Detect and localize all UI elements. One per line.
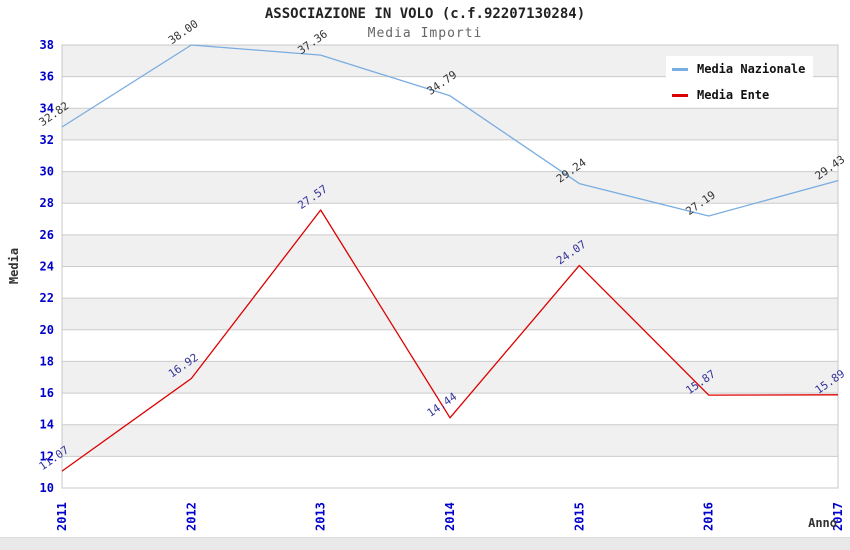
legend-item-media-nazionale: Media Nazionale <box>666 56 814 82</box>
x-tick-label: 2013 <box>314 502 328 531</box>
x-tick-label: 2015 <box>572 502 586 531</box>
y-tick-label: 10 <box>40 481 54 495</box>
plot-band <box>62 108 838 140</box>
plot-band <box>62 298 838 330</box>
y-tick-label: 14 <box>40 418 54 432</box>
x-tick-label: 2017 <box>831 502 845 531</box>
x-tick-label: 2012 <box>184 502 198 531</box>
legend-marker-nazionale-icon <box>672 67 688 71</box>
legend-item-media-ente: Media Ente <box>666 82 813 108</box>
legend-label-nazionale: Media Nazionale <box>697 62 806 76</box>
y-axis-title: Media <box>7 247 21 285</box>
y-tick-label: 16 <box>40 386 54 400</box>
y-tick-label: 34 <box>40 101 54 115</box>
plot-band <box>62 424 838 457</box>
y-tick-label: 22 <box>40 291 54 305</box>
y-tick-label: 12 <box>40 449 54 463</box>
page-title: ASSOCIAZIONE IN VOLO (c.f.92207130284) <box>264 6 586 22</box>
y-tick-label: 28 <box>40 196 54 210</box>
x-axis-title: Anno <box>808 516 837 530</box>
y-tick-label: 26 <box>40 228 54 242</box>
y-tick-label: 38 <box>40 38 54 52</box>
plot-band <box>62 234 838 267</box>
x-tick-label: 2011 <box>55 502 69 531</box>
chart-subtitle: Media Importi <box>367 26 483 41</box>
y-tick-label: 32 <box>40 133 54 147</box>
plot-band <box>62 171 838 204</box>
series-line <box>61 44 839 217</box>
y-tick-label: 24 <box>40 260 54 274</box>
y-tick-label: 18 <box>40 354 54 368</box>
y-tick-label: 36 <box>40 70 54 84</box>
data-point-label: 38.00 <box>166 17 201 47</box>
plot-band <box>62 361 838 394</box>
window-bottom-strip <box>0 537 850 550</box>
legend-marker-ente-icon <box>672 93 688 97</box>
y-tick-label: 20 <box>40 323 54 337</box>
x-tick-label: 2016 <box>702 502 716 531</box>
legend-label-ente: Media Ente <box>697 88 770 102</box>
plot-border <box>61 44 839 489</box>
x-tick-label: 2014 <box>443 502 457 531</box>
data-point-label: 14.44 <box>425 390 460 420</box>
y-tick-label: 30 <box>40 165 54 179</box>
series-line <box>61 209 839 472</box>
legend: Media Nazionale Media Ente <box>666 56 814 108</box>
